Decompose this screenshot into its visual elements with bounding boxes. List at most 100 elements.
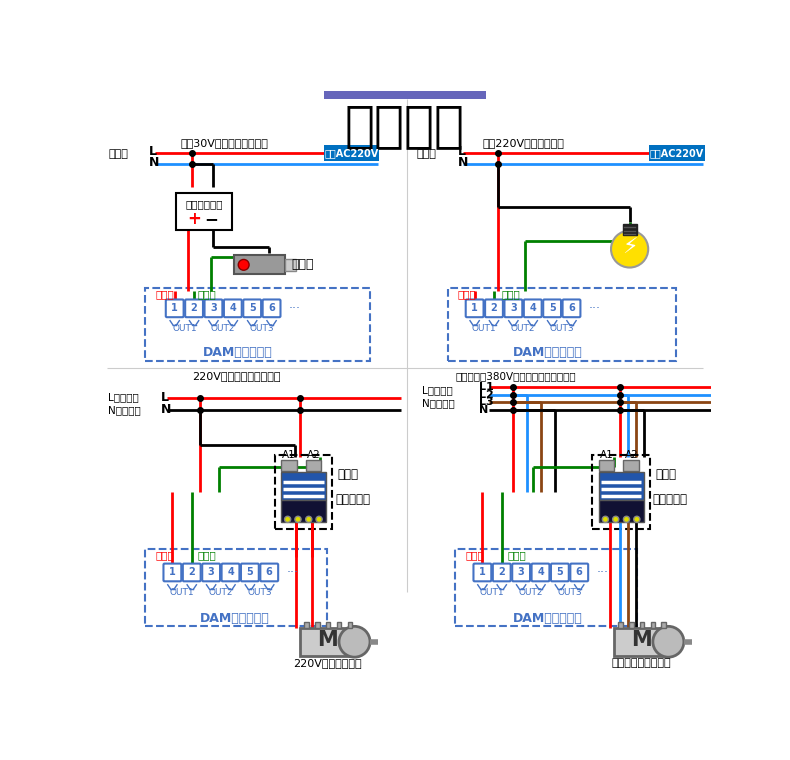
Text: DAM数采控制器: DAM数采控制器: [514, 347, 583, 359]
Text: 4: 4: [529, 302, 536, 312]
Text: M: M: [631, 630, 652, 651]
Text: N代表零线: N代表零线: [108, 405, 141, 415]
Text: A2: A2: [625, 451, 638, 461]
Text: 1: 1: [479, 567, 486, 577]
Circle shape: [623, 516, 630, 522]
Text: ···: ···: [287, 566, 299, 579]
Text: OUT2: OUT2: [518, 588, 543, 597]
FancyBboxPatch shape: [485, 299, 503, 317]
FancyBboxPatch shape: [512, 564, 530, 581]
Bar: [599, 473, 644, 500]
Text: ···: ···: [596, 566, 608, 579]
Text: 主触点: 主触点: [337, 468, 359, 481]
Text: L: L: [149, 144, 157, 158]
Text: 3: 3: [208, 567, 215, 577]
Text: 6: 6: [576, 567, 583, 577]
Text: 带零线交流380V接电机、泵等设备接线: 带零线交流380V接电机、泵等设备接线: [455, 371, 576, 381]
Text: N: N: [149, 156, 160, 169]
FancyBboxPatch shape: [544, 299, 561, 317]
Text: 输出接线: 输出接线: [345, 102, 465, 150]
Circle shape: [284, 516, 291, 522]
Bar: [300, 628, 355, 656]
Bar: [145, 287, 370, 361]
Bar: [661, 622, 666, 628]
FancyBboxPatch shape: [205, 299, 222, 317]
Bar: [623, 224, 637, 235]
Bar: [649, 145, 705, 160]
Text: 公共端: 公共端: [156, 549, 174, 559]
FancyBboxPatch shape: [202, 564, 220, 581]
Text: A1: A1: [282, 451, 295, 461]
Bar: [323, 91, 487, 99]
FancyBboxPatch shape: [164, 564, 181, 581]
Text: 常开端: 常开端: [508, 549, 527, 559]
Bar: [599, 460, 615, 470]
Text: ···: ···: [289, 302, 301, 315]
Text: 电源端: 电源端: [416, 149, 436, 160]
Text: 5: 5: [246, 567, 254, 577]
Text: 5: 5: [556, 567, 563, 577]
Circle shape: [295, 516, 301, 522]
Bar: [348, 622, 352, 628]
Text: 4: 4: [229, 302, 236, 312]
Text: 220V功率较大设备: 220V功率较大设备: [293, 657, 362, 667]
Text: N: N: [479, 405, 487, 415]
Bar: [614, 628, 668, 656]
Bar: [618, 622, 623, 628]
Text: 主触点: 主触点: [655, 468, 676, 481]
Text: 公共端: 公共端: [465, 549, 484, 559]
Text: L代表火线: L代表火线: [108, 393, 139, 403]
Text: 1: 1: [472, 302, 478, 312]
Bar: [315, 622, 320, 628]
Text: 3: 3: [517, 567, 525, 577]
Text: OUT1: OUT1: [480, 588, 504, 597]
FancyBboxPatch shape: [524, 299, 542, 317]
Text: 被控设备电源: 被控设备电源: [186, 199, 223, 209]
Circle shape: [634, 516, 640, 522]
Circle shape: [306, 516, 312, 522]
Bar: [447, 287, 676, 361]
FancyBboxPatch shape: [221, 564, 239, 581]
Text: DAM数采控制器: DAM数采控制器: [200, 612, 269, 625]
Bar: [281, 473, 325, 500]
Circle shape: [612, 516, 619, 522]
Text: M: M: [317, 630, 338, 651]
Bar: [275, 455, 332, 528]
FancyBboxPatch shape: [551, 564, 569, 581]
Text: A2: A2: [307, 451, 321, 461]
Text: 5: 5: [549, 302, 555, 312]
Text: 5: 5: [249, 302, 256, 312]
Text: L2: L2: [479, 390, 493, 400]
Bar: [235, 255, 284, 274]
Text: OUT3: OUT3: [250, 324, 274, 333]
Text: DAM数采控制器: DAM数采控制器: [203, 347, 273, 359]
Bar: [304, 622, 309, 628]
Text: +: +: [187, 211, 201, 229]
Bar: [650, 622, 655, 628]
Bar: [284, 259, 295, 271]
Text: 电磁阀: 电磁阀: [291, 258, 314, 271]
Text: 2: 2: [498, 567, 505, 577]
Text: L: L: [160, 391, 169, 404]
Text: L3: L3: [479, 397, 493, 407]
Text: 交流接触器: 交流接触器: [335, 492, 371, 506]
Text: 公共端: 公共端: [457, 289, 476, 299]
Bar: [455, 549, 638, 626]
Text: 220V接交流接触器接线图: 220V接交流接触器接线图: [192, 371, 280, 381]
Text: 直流30V以下设备接线方法: 直流30V以下设备接线方法: [180, 138, 268, 147]
Text: L: L: [457, 144, 465, 158]
FancyBboxPatch shape: [185, 299, 203, 317]
FancyBboxPatch shape: [532, 564, 549, 581]
Text: L代表火线: L代表火线: [422, 385, 453, 395]
FancyBboxPatch shape: [262, 299, 280, 317]
Text: 3: 3: [210, 302, 216, 312]
Text: DAM数采控制器: DAM数采控制器: [514, 612, 583, 625]
FancyBboxPatch shape: [166, 299, 183, 317]
Text: 6: 6: [568, 302, 575, 312]
Bar: [176, 193, 232, 230]
Bar: [281, 500, 325, 522]
Text: 电源端: 电源端: [108, 149, 128, 160]
Text: 1: 1: [171, 302, 178, 312]
Text: OUT2: OUT2: [209, 588, 233, 597]
Text: 公共端: 公共端: [156, 289, 174, 299]
